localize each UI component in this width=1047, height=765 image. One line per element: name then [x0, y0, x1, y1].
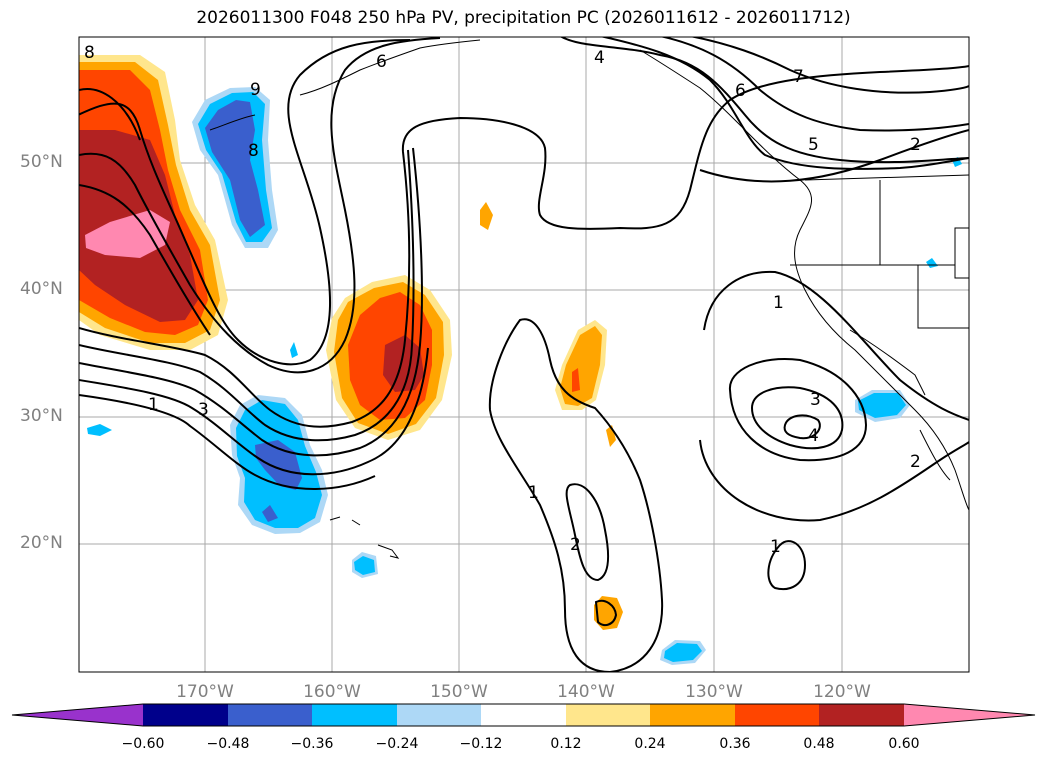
map-border — [78, 36, 970, 673]
colorbar-cell — [312, 704, 397, 726]
colorbar-outline — [11, 703, 1036, 727]
lon-label: 140°W — [557, 682, 615, 702]
contour-label: 6 — [376, 52, 387, 72]
contour-label: 1 — [528, 483, 539, 503]
lon-label: 130°W — [685, 682, 743, 702]
precip-positive-west — [79, 55, 228, 350]
colorbar-tick: 0.24 — [634, 736, 666, 752]
precip-negative — [87, 87, 962, 665]
contour-label: 5 — [808, 135, 819, 155]
map-panel: 8 9 8 6 4 6 7 5 2 1 3 4 2 1 1 2 1 3 — [79, 37, 969, 672]
lat-lon-grid — [79, 37, 969, 672]
colorbar-cell — [735, 704, 819, 726]
lat-label: 40°N — [20, 279, 63, 299]
colorbar-tick: 0.48 — [803, 736, 835, 752]
contour-label: 8 — [84, 43, 95, 63]
colorbar-tick: −0.48 — [206, 736, 250, 752]
contour-labels: 8 9 8 6 4 6 7 5 2 1 3 4 2 1 1 2 1 3 — [84, 43, 921, 557]
contour-label: 9 — [250, 80, 261, 100]
contour-label: 8 — [248, 141, 259, 161]
contour-label: 1 — [773, 293, 784, 313]
contour-label: 4 — [808, 426, 819, 446]
contour-label: 3 — [810, 390, 821, 410]
colorbar-cell — [12, 704, 143, 726]
lon-label: 150°W — [430, 682, 488, 702]
colorbar-tick: −0.36 — [290, 736, 334, 752]
colorbar — [11, 703, 1036, 727]
contour-label: 1 — [770, 537, 781, 557]
lon-label: 160°W — [303, 682, 361, 702]
colorbar-cell — [904, 704, 1035, 726]
pv-contours — [79, 37, 969, 672]
precip-positive-central — [326, 275, 452, 440]
contour-label: 6 — [735, 81, 746, 101]
lat-label: 30°N — [20, 406, 63, 426]
colorbar-tick: 0.36 — [719, 736, 751, 752]
colorbar-cell — [650, 704, 735, 726]
colorbar-tick: −0.60 — [121, 736, 165, 752]
lon-label: 170°W — [176, 682, 234, 702]
colorbar-cell — [397, 704, 481, 726]
colorbar-tick: 0.12 — [550, 736, 582, 752]
lat-label: 50°N — [20, 152, 63, 172]
colorbar-tick: −0.12 — [459, 736, 503, 752]
contour-label: 2 — [910, 452, 921, 472]
contour-label: 2 — [570, 535, 581, 555]
contour-label: 2 — [910, 135, 921, 155]
map-title: 2026011300 F048 250 hPa PV, precipitatio… — [196, 8, 851, 28]
lon-label: 120°W — [813, 682, 871, 702]
contour-label: 3 — [198, 400, 209, 420]
precip-positive-east — [480, 202, 623, 630]
contour-label: 7 — [793, 67, 804, 87]
colorbar-cell — [143, 704, 228, 726]
coastlines — [209, 39, 969, 559]
colorbar-cell — [481, 704, 566, 726]
contour-label: 4 — [594, 48, 605, 68]
colorbar-cell — [228, 704, 312, 726]
contour-label: 1 — [148, 395, 159, 415]
colorbar-tick: −0.24 — [375, 736, 419, 752]
colorbar-cell — [819, 704, 904, 726]
lat-label: 20°N — [20, 533, 63, 553]
colorbar-tick: 0.60 — [888, 736, 920, 752]
colorbar-cell — [566, 704, 650, 726]
